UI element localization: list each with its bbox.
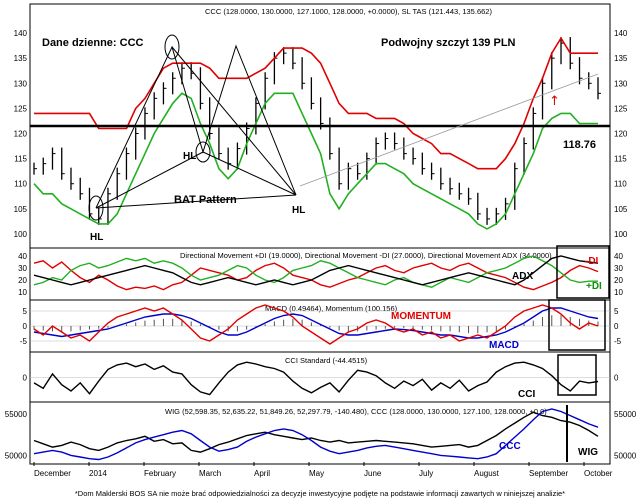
macd-panel-header: MACD (0.49464), Momentum (100.156) (265, 304, 398, 313)
hl-marker-circle-1 (88, 195, 104, 221)
bat-pattern-label: BAT Pattern (174, 194, 237, 206)
cci-highlight-box (557, 354, 597, 396)
hl-label-1: HL (90, 232, 103, 243)
series-line-1-di (33, 260, 599, 291)
bat-pattern-diagonal (95, 194, 297, 209)
wig-label: WIG (578, 447, 598, 458)
wig-panel-header: WIG (52,598.35, 52,635.22, 51,849.26, 52… (165, 407, 547, 416)
y-tick-right-0-140: 140 (614, 29, 628, 38)
macd-label: MACD (489, 340, 519, 351)
hl-marker-circle-2 (195, 141, 211, 163)
series-line-3-cci (33, 361, 599, 396)
y-tick-left-0-115: 115 (14, 155, 27, 164)
y-tick-left-0-100: 100 (14, 230, 28, 239)
y-tick-left-0-130: 130 (14, 79, 28, 88)
y-tick-left-2-5: 5 (23, 307, 28, 316)
y-tick-right-0-135: 135 (614, 54, 628, 63)
y-tick-left-4-50000: 50000 (5, 451, 28, 460)
cci-panel-header: CCI Standard (-44.4515) (285, 356, 368, 365)
x-tick-august: August (474, 469, 500, 478)
x-tick-october: October (584, 469, 613, 478)
series-line-2-momentum (33, 304, 599, 345)
y-tick-right-0-115: 115 (614, 155, 627, 164)
series-line-1-di (33, 255, 598, 288)
disclaimer-footer: *Dom Maklerski BOS SA nie może brać odpo… (74, 489, 566, 498)
x-marker-circle (164, 34, 180, 60)
series-line-0-sl-tas-lower (33, 92, 598, 230)
trend-line (299, 73, 599, 187)
y-tick-right-2-5: 5 (614, 307, 619, 316)
y-tick-left-1-10: 10 (18, 288, 27, 297)
y-tick-left-0-110: 110 (14, 180, 27, 189)
y-tick-right-1-30: 30 (614, 264, 623, 273)
price-panel-header: CCC (128.0000, 130.0000, 127.1000, 128.0… (205, 7, 492, 16)
y-tick-right-2-5: -5 (614, 337, 622, 346)
series-layer (33, 36, 601, 461)
y-tick-right-3-0: 0 (614, 374, 619, 383)
hl-label-3: HL (292, 205, 305, 216)
x-tick-february: February (144, 469, 176, 478)
y-tick-left-1-30: 30 (18, 264, 27, 273)
hl-label-2: HL (183, 151, 196, 162)
series-line-4-wig (33, 411, 599, 453)
x-tick-december: December (34, 469, 71, 478)
x-tick-may: May (309, 469, 324, 478)
up-arrow-marker: ↑ (549, 94, 560, 109)
y-tick-right-0-120: 120 (614, 130, 628, 139)
y-tick-right-4-50000: 50000 (614, 451, 637, 460)
x-tick-july: July (419, 469, 433, 478)
bat-pattern-base-2 (202, 151, 297, 196)
series-line-4-ccc (33, 408, 599, 461)
bat-pattern-cross (171, 46, 297, 196)
daily-data-label: Dane dzienne: CCC (42, 37, 144, 49)
minus-di-label: -DI (585, 256, 599, 267)
wig-panel-frame (29, 401, 611, 465)
macd-highlight-box (548, 299, 606, 351)
series-line-1-adx (33, 255, 599, 286)
double-top-label: Podwojny szczyt 139 PLN (381, 37, 516, 49)
y-tick-right-1-10: 10 (614, 288, 623, 297)
x-tick-september: September (529, 469, 568, 478)
adx-label: ADX (512, 271, 533, 282)
y-tick-right-0-130: 130 (614, 79, 628, 88)
x-tick-april: April (254, 469, 270, 478)
x-tick-2014: 2014 (89, 469, 107, 478)
momentum-label: MOMENTUM (391, 311, 451, 322)
x-tick-june: June (364, 469, 382, 478)
y-tick-left-1-20: 20 (18, 276, 27, 285)
dmi-panel-header: Directional Movement +DI (19.0000), Dire… (180, 251, 552, 260)
y-tick-right-0-125: 125 (614, 104, 628, 113)
bat-pattern-base (95, 151, 204, 209)
y-tick-left-1-40: 40 (18, 252, 27, 261)
y-tick-right-0-110: 110 (614, 180, 627, 189)
y-tick-right-0-105: 105 (614, 205, 628, 214)
y-tick-left-0-120: 120 (14, 130, 28, 139)
x-tick-march: March (199, 469, 221, 478)
y-tick-left-2-5: -5 (20, 337, 28, 346)
y-tick-right-1-20: 20 (614, 276, 623, 285)
y-tick-left-2-0: 0 (23, 322, 28, 331)
y-tick-right-1-40: 40 (614, 252, 623, 261)
y-tick-left-0-125: 125 (14, 104, 28, 113)
dmi-highlight-box (556, 245, 610, 299)
bat-pattern-lines (95, 44, 297, 209)
y-tick-left-3-0: 0 (23, 374, 28, 383)
level-label: 118.76 (563, 139, 596, 151)
plus-di-label: +DI (586, 281, 602, 292)
cci-label: CCI (518, 389, 535, 400)
y-tick-right-2-0: 0 (614, 322, 619, 331)
series-line-2-macd (33, 307, 599, 339)
ccc-label: CCC (499, 441, 521, 452)
y-tick-left-0-140: 140 (14, 29, 28, 38)
series-line-0-sl-tas-upper (34, 36, 598, 170)
y-tick-left-0-135: 135 (14, 54, 28, 63)
grid-layer (30, 310, 610, 378)
y-tick-right-4-55000: 55000 (614, 410, 637, 419)
y-tick-left-0-105: 105 (14, 205, 28, 214)
y-tick-right-0-100: 100 (614, 230, 628, 239)
y-tick-left-4-55000: 55000 (5, 410, 28, 419)
